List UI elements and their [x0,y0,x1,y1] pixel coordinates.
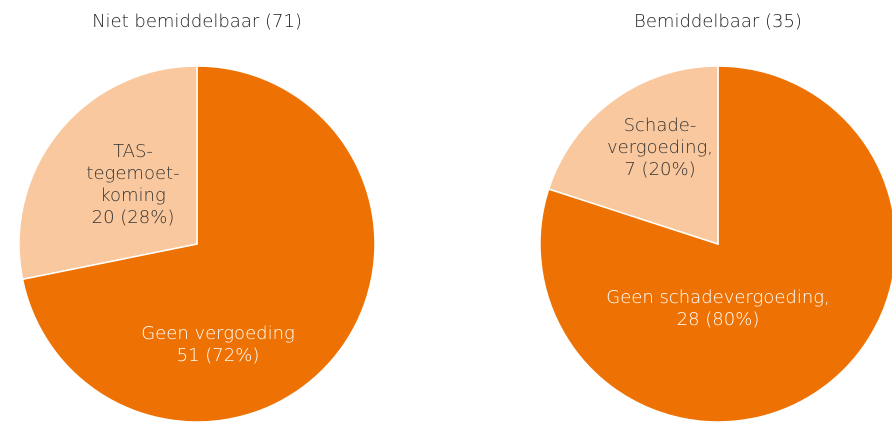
value-label: 7 (20%) [624,159,695,180]
slice-label: Schade- [624,115,697,136]
pie-slice [21,65,376,422]
slice-label: tegemoet- [86,163,179,184]
value-label: 20 (28%) [92,207,175,228]
slice-label: Geen schadevergoeding, [606,287,830,308]
slice-label: TAS- [113,141,153,162]
slice-label: koming [100,185,166,206]
pie-slice [18,65,198,281]
pie-slice [547,65,719,246]
slice-label: vergoeding, [607,137,713,158]
slice-label: Geen vergoeding [141,323,295,344]
value-label: 28 (80%) [677,309,760,330]
chart-title: Bemiddelbaar (35) [634,11,802,32]
value-label: 51 (72%) [177,345,260,366]
chart-title: Niet bemiddelbaar (71) [92,11,302,32]
